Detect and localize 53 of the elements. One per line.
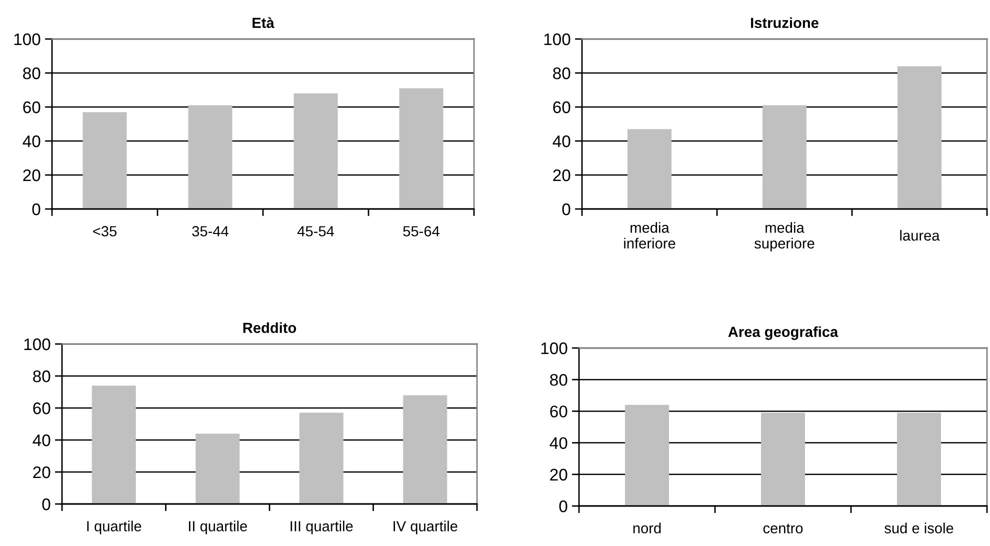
bar — [188, 105, 232, 209]
y-tick-label: 40 — [22, 135, 40, 148]
x-tick-label: II quartile — [188, 520, 247, 534]
bar — [196, 434, 240, 504]
bar — [92, 386, 136, 504]
x-tick-label: media superiore — [754, 222, 814, 252]
y-tick-label: 100 — [24, 338, 50, 350]
y-tick-label: 100 — [541, 342, 568, 354]
y-tick-label: 100 — [544, 33, 570, 46]
y-tick-label: 100 — [14, 33, 40, 46]
x-tick-label: nord — [633, 522, 661, 534]
y-tick-label: 0 — [32, 203, 40, 216]
chart-title: Età — [252, 17, 274, 28]
bar — [762, 105, 806, 209]
y-tick-label: 20 — [550, 468, 568, 481]
x-tick-label: media inferiore — [624, 222, 676, 249]
y-tick-label: 20 — [23, 169, 40, 182]
x-tick-label: I quartile — [87, 520, 142, 534]
x-tick-label: laurea — [900, 230, 940, 241]
y-tick-label: 60 — [553, 101, 570, 114]
x-tick-label: 55-64 — [403, 226, 440, 236]
y-tick-label: 40 — [552, 135, 570, 148]
y-tick-label: 60 — [33, 402, 50, 414]
chart-title: Area geografica — [728, 326, 838, 340]
bar — [403, 395, 448, 504]
chart-title: Istruzione — [751, 17, 818, 28]
x-tick-label: <35 — [93, 226, 117, 236]
x-tick-label: 35-44 — [192, 226, 228, 236]
bar — [299, 412, 344, 504]
y-tick-label: 0 — [559, 500, 568, 512]
x-tick-label: centro — [763, 524, 803, 534]
y-tick-label: 80 — [553, 67, 570, 80]
y-tick-label: 20 — [33, 466, 50, 478]
y-tick-label: 80 — [23, 67, 40, 80]
y-tick-label: 40 — [550, 437, 568, 450]
y-tick-label: 0 — [562, 203, 570, 216]
x-tick-label: sud e isole — [884, 522, 954, 534]
x-tick-label: IV quartile — [394, 520, 458, 534]
y-tick-label: 80 — [33, 370, 50, 382]
y-tick-label: 0 — [42, 498, 50, 510]
chart-title: Reddito — [243, 322, 296, 334]
bar — [399, 88, 444, 209]
y-tick-label: 20 — [553, 169, 570, 182]
bar — [628, 129, 672, 209]
bar — [82, 112, 127, 209]
bar — [898, 66, 942, 209]
bar — [294, 93, 338, 209]
x-tick-label: III quartile — [290, 520, 353, 534]
y-tick-label: 60 — [23, 101, 40, 114]
x-tick-label: 45-54 — [297, 226, 334, 236]
y-tick-label: 40 — [32, 434, 50, 446]
y-tick-label: 80 — [550, 374, 568, 386]
y-tick-label: 60 — [550, 406, 568, 418]
